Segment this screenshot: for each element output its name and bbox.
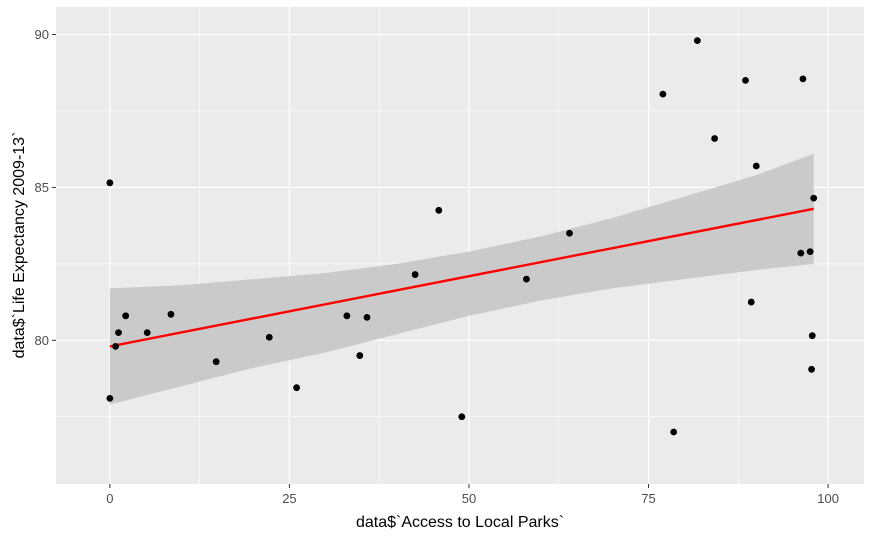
x-tick-label: 0 [106,491,113,506]
y-tick-label: 85 [35,180,49,195]
x-tick-label: 25 [282,491,296,506]
data-point [808,365,815,373]
x-tick-label: 50 [462,491,476,506]
data-point [711,135,719,142]
data-point [810,194,818,202]
data-point [293,384,301,392]
data-point [343,312,351,320]
data-point [458,413,466,421]
data-point [106,394,114,402]
data-point [742,76,749,84]
fit-line [109,207,814,348]
data-point [143,329,151,337]
data-point [122,312,130,320]
x-axis-title: data$`Access to Local Parks` [356,514,564,531]
data-point [799,75,807,83]
x-axis-ticks: 0 25 50 75 100 [106,484,839,506]
y-axis-title: data$`Life Expectancy 2009-13` [11,132,28,359]
data-point [212,358,220,366]
points-layer [106,37,818,436]
data-point [435,206,443,214]
data-point [670,428,678,436]
data-point [112,343,120,350]
data-point [752,162,760,170]
y-tick-label: 90 [35,27,49,42]
confidence-band-layer [109,153,814,405]
data-point [806,248,814,256]
data-point [265,333,273,341]
data-point [411,271,419,278]
data-point [523,275,530,283]
data-point [167,310,175,318]
data-point [797,249,805,257]
data-point [566,229,573,237]
y-axis-ticks: 80 85 90 [35,27,56,348]
y-tick-label: 80 [35,333,49,348]
x-tick-label: 100 [817,491,839,506]
confidence-band [109,153,814,405]
data-point [693,37,701,45]
data-point [363,313,371,321]
data-point [747,298,755,306]
data-point [356,352,364,359]
data-point [106,179,114,187]
fit-line-layer [109,207,814,348]
x-tick-label: 75 [641,491,655,506]
data-point [808,332,816,340]
data-point [659,90,667,98]
data-point [115,329,122,337]
